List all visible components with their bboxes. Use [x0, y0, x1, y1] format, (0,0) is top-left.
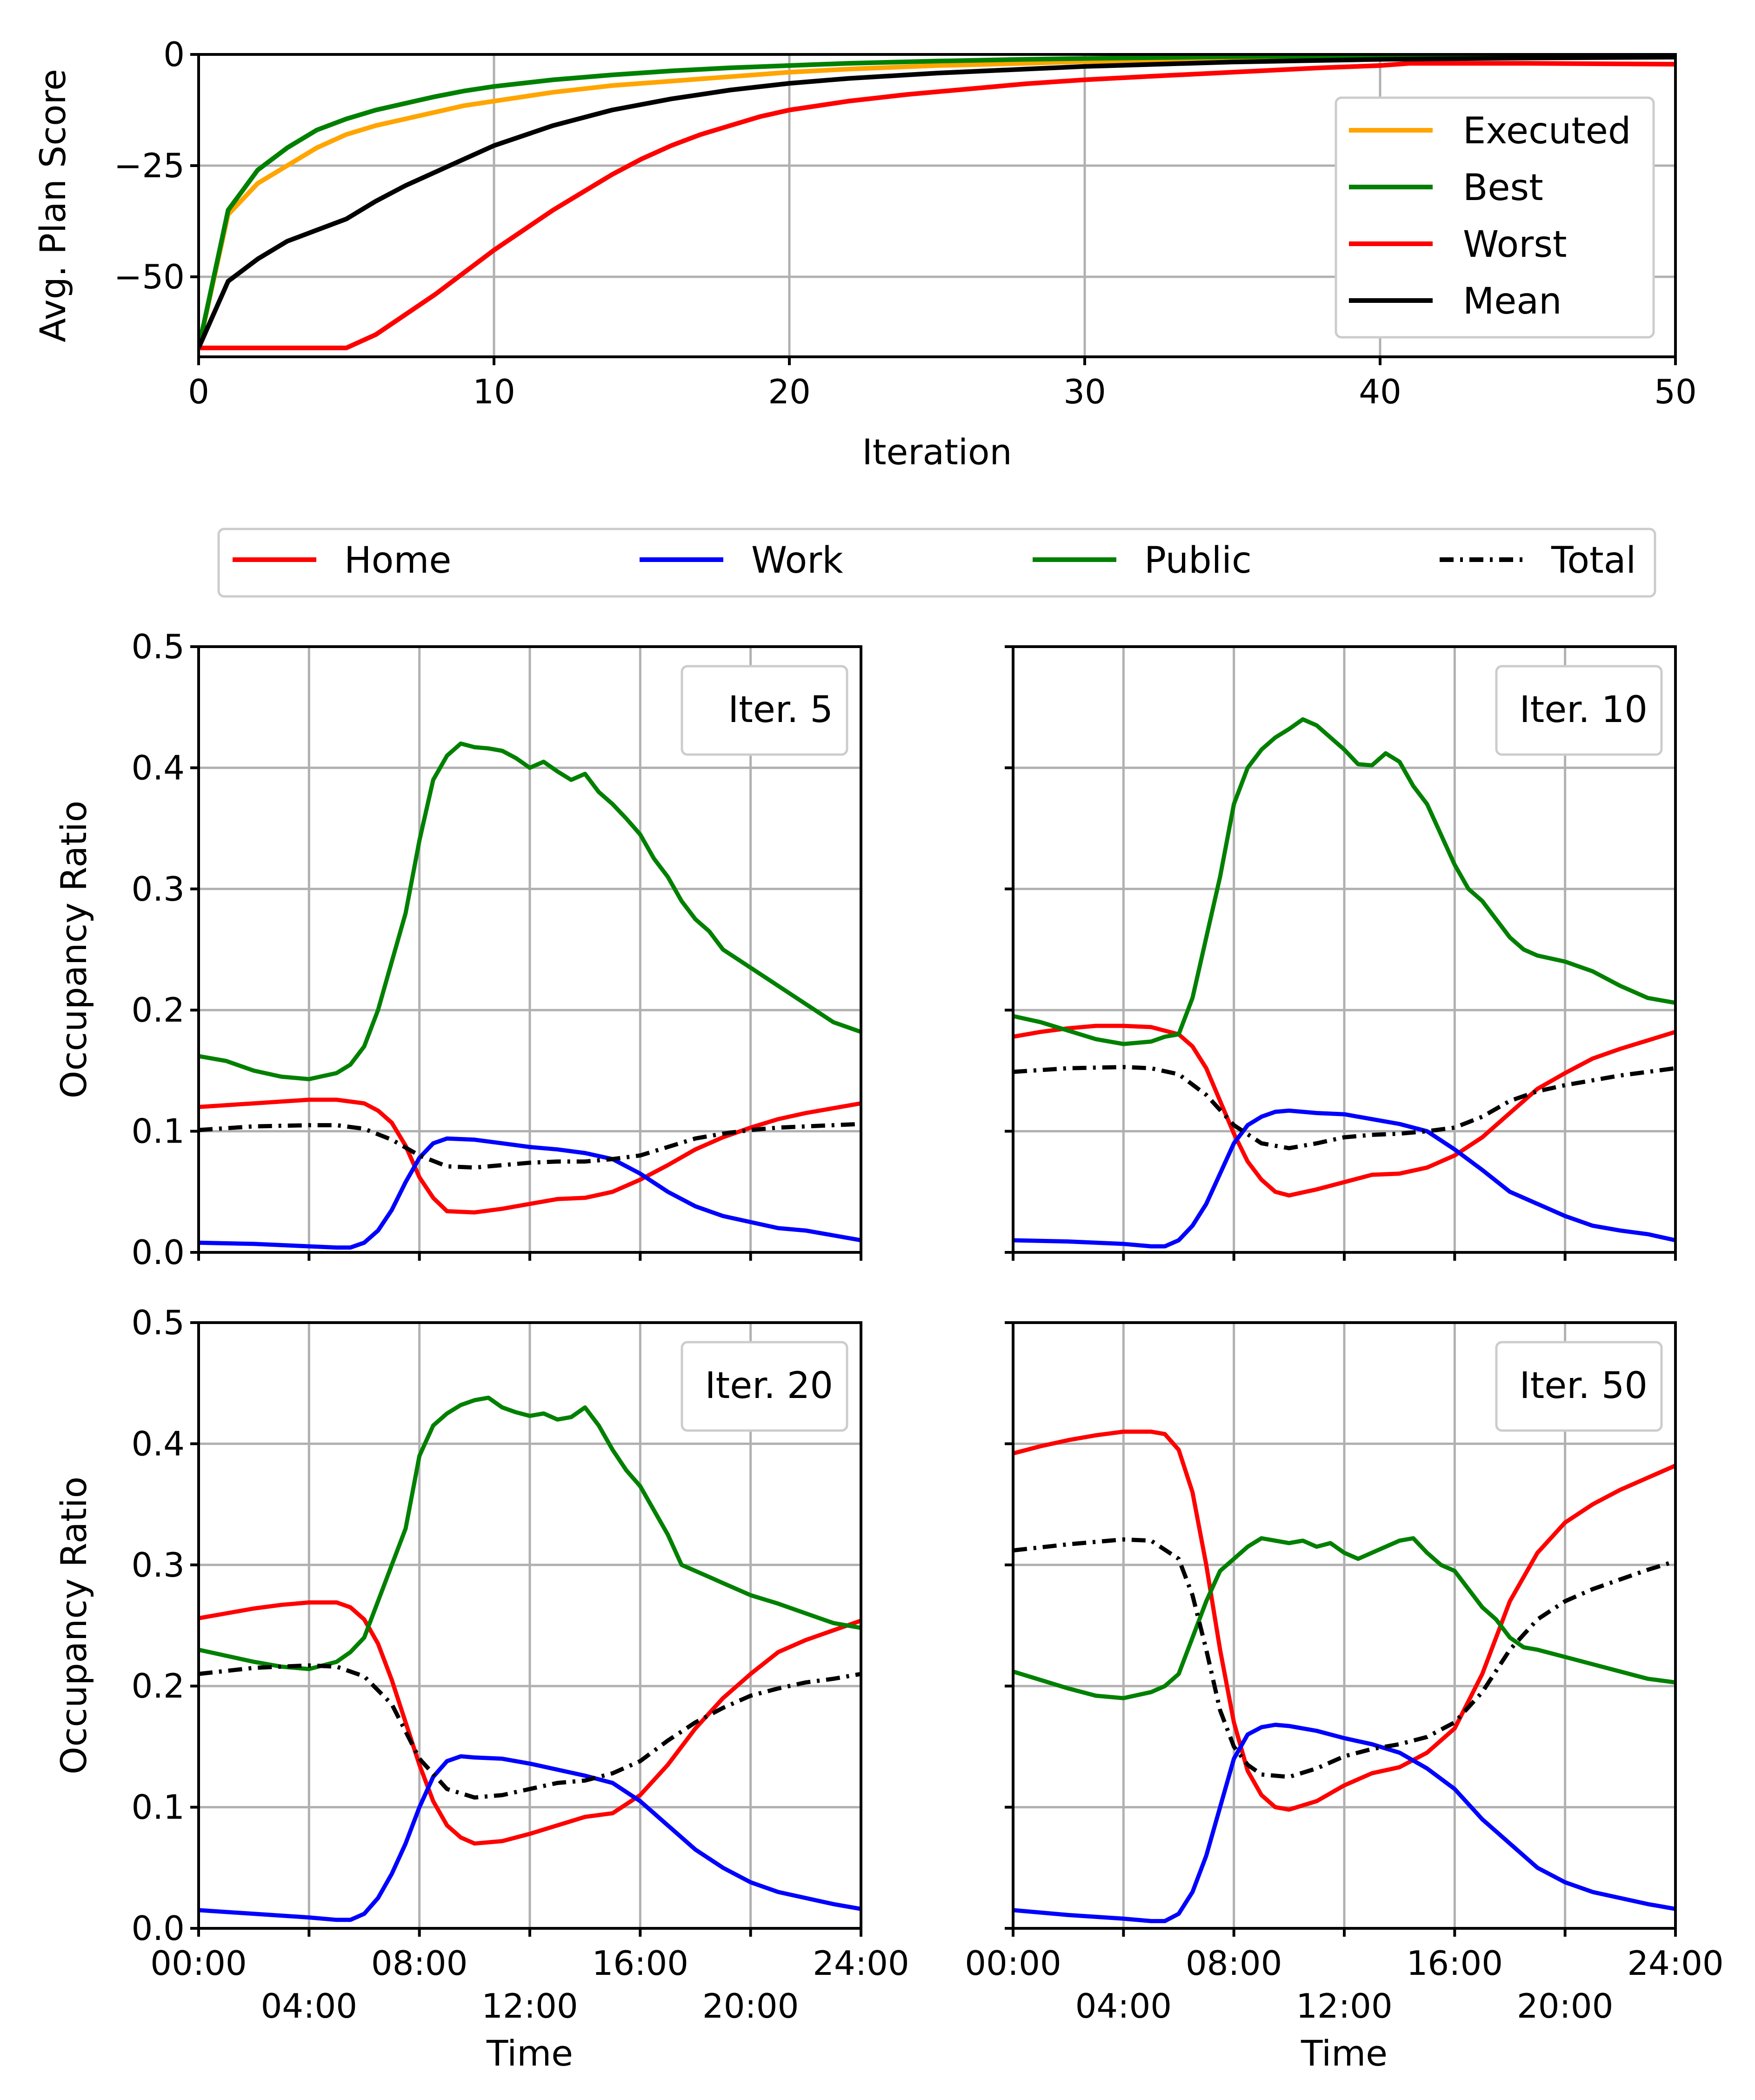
x-tick-label-minor: 12:00 — [1296, 1986, 1393, 2026]
legend-box — [217, 528, 1656, 598]
y-tick-label: 0.4 — [131, 748, 185, 787]
x-tick-label: 00:00 — [150, 1944, 247, 1983]
iteration-tag: Iter. 5 — [728, 689, 833, 731]
legend-label-best: Best — [1463, 167, 1543, 209]
occupancy-panel-iter-10: Iter. 10 — [1005, 645, 1677, 1261]
iteration-tag-box — [1495, 665, 1663, 756]
series-line-public — [199, 741, 861, 1082]
occupancy-panel-iter-20: 0.0 0.1 0.2 0.3 0.4 0.5 00:00 08:00 16:00 24:00 04… — [53, 1303, 909, 2074]
series-line-total — [1013, 1537, 1675, 1779]
legend-label-home: Home — [344, 540, 451, 582]
legend-label-work: Work — [751, 540, 843, 582]
x-tick-label: 40 — [1359, 372, 1401, 411]
y-tick-label: −50 — [114, 257, 185, 296]
legend-label-worst: Worst — [1463, 224, 1567, 266]
occupancy-panel-iter-5: 0.0 0.1 0.2 0.3 0.4 0.5 Iter. 5 Occupancy Ratio — [53, 627, 862, 1272]
x-tick-label: 24:00 — [1627, 1944, 1724, 1983]
x-axis-title: Iteration — [862, 431, 1012, 473]
x-tick-label-minor: 20:00 — [702, 1986, 799, 2026]
plot-frame — [1012, 645, 1677, 1254]
y-tick-label: 0.4 — [131, 1424, 185, 1463]
legend-box — [1335, 96, 1655, 339]
x-tick-label: 16:00 — [592, 1944, 689, 1983]
series-line-home — [199, 1097, 861, 1215]
series-line-public — [1013, 717, 1675, 1046]
series-line-public — [1013, 1536, 1675, 1700]
y-tick-label: 0 — [163, 35, 185, 74]
x-tick-label: 24:00 — [813, 1944, 909, 1983]
iteration-tag: Iter. 50 — [1520, 1365, 1648, 1407]
y-tick-label: 0.3 — [131, 1545, 185, 1585]
series-line-home — [199, 1600, 861, 1846]
series-line-mean — [199, 54, 1675, 349]
series-line-total — [199, 1122, 861, 1170]
y-axis-title: Avg. Plan Score — [32, 69, 73, 342]
x-tick-label: 50 — [1654, 372, 1697, 411]
x-tick-label: 30 — [1063, 372, 1106, 411]
y-tick-label: 0.5 — [131, 627, 185, 666]
plot-frame — [197, 645, 862, 1254]
y-tick-label: 0.5 — [131, 1303, 185, 1342]
occupancy-legend: Home Work Public Total — [217, 528, 1656, 598]
y-tick-label: 0.2 — [131, 1666, 185, 1705]
y-tick-label: 0.2 — [131, 990, 185, 1030]
series-line-best — [199, 54, 1675, 348]
series-line-executed — [199, 54, 1675, 348]
series-line-worst — [199, 61, 1675, 350]
y-axis-title: Occupancy Ratio — [53, 801, 94, 1099]
y-tick-label: 0.0 — [131, 1909, 185, 1948]
plot-frame — [197, 53, 1677, 358]
x-tick-label: 10 — [473, 372, 515, 411]
series-line-total — [199, 1663, 861, 1800]
legend-label-mean: Mean — [1463, 281, 1562, 322]
x-tick-label: 16:00 — [1407, 1944, 1503, 1983]
x-tick-label: 20 — [768, 372, 811, 411]
x-tick-label-minor: 04:00 — [261, 1986, 358, 2026]
legend-label-public: Public — [1144, 540, 1252, 582]
series-line-public — [199, 1395, 861, 1672]
series-line-work — [199, 1754, 861, 1922]
x-tick-label: 08:00 — [1186, 1944, 1282, 1983]
y-tick-label: 0.1 — [131, 1112, 185, 1151]
series-line-work — [199, 1136, 861, 1250]
x-tick-label-minor: 12:00 — [481, 1986, 578, 2026]
y-axis-title: Occupancy Ratio — [53, 1477, 94, 1775]
iteration-tag-box — [681, 665, 848, 756]
x-tick-label-minor: 04:00 — [1075, 1986, 1172, 2026]
x-tick-label: 0 — [188, 372, 209, 411]
plan-score-legend: Executed Best Worst Mean — [1335, 96, 1655, 339]
y-tick-label: 0.1 — [131, 1788, 185, 1827]
x-axis-title: Time — [486, 2033, 573, 2074]
iteration-tag: Iter. 10 — [1520, 689, 1648, 731]
x-tick-label: 00:00 — [965, 1944, 1061, 1983]
x-axis-title: Time — [1301, 2033, 1388, 2074]
series-line-total — [1013, 1065, 1675, 1150]
legend-label-executed: Executed — [1463, 110, 1631, 152]
x-tick-label-minor: 20:00 — [1517, 1986, 1614, 2026]
series-line-home — [1013, 1023, 1675, 1198]
plan-score-chart: 0 10 20 30 40 50 0 −25 −50 Iteration Avg. Plan Sco… — [32, 35, 1697, 473]
plot-frame — [197, 1321, 862, 1930]
series-line-home — [1013, 1429, 1675, 1812]
legend-label-total: Total — [1551, 540, 1636, 582]
plot-frame — [1012, 1321, 1677, 1930]
y-tick-label: 0.3 — [131, 869, 185, 909]
occupancy-panel-iter-50: 00:00 08:00 16:00 24:00 04:00 12:00 20:00 Iter.… — [965, 1321, 1724, 2074]
iteration-tag-box — [1495, 1341, 1663, 1432]
iteration-tag-box — [681, 1341, 848, 1432]
iteration-tag: Iter. 20 — [705, 1365, 833, 1407]
y-tick-label: −25 — [114, 146, 185, 185]
series-line-work — [1013, 1108, 1675, 1249]
x-tick-label: 08:00 — [371, 1944, 468, 1983]
y-tick-label: 0.0 — [131, 1233, 185, 1272]
series-line-work — [1013, 1723, 1675, 1923]
